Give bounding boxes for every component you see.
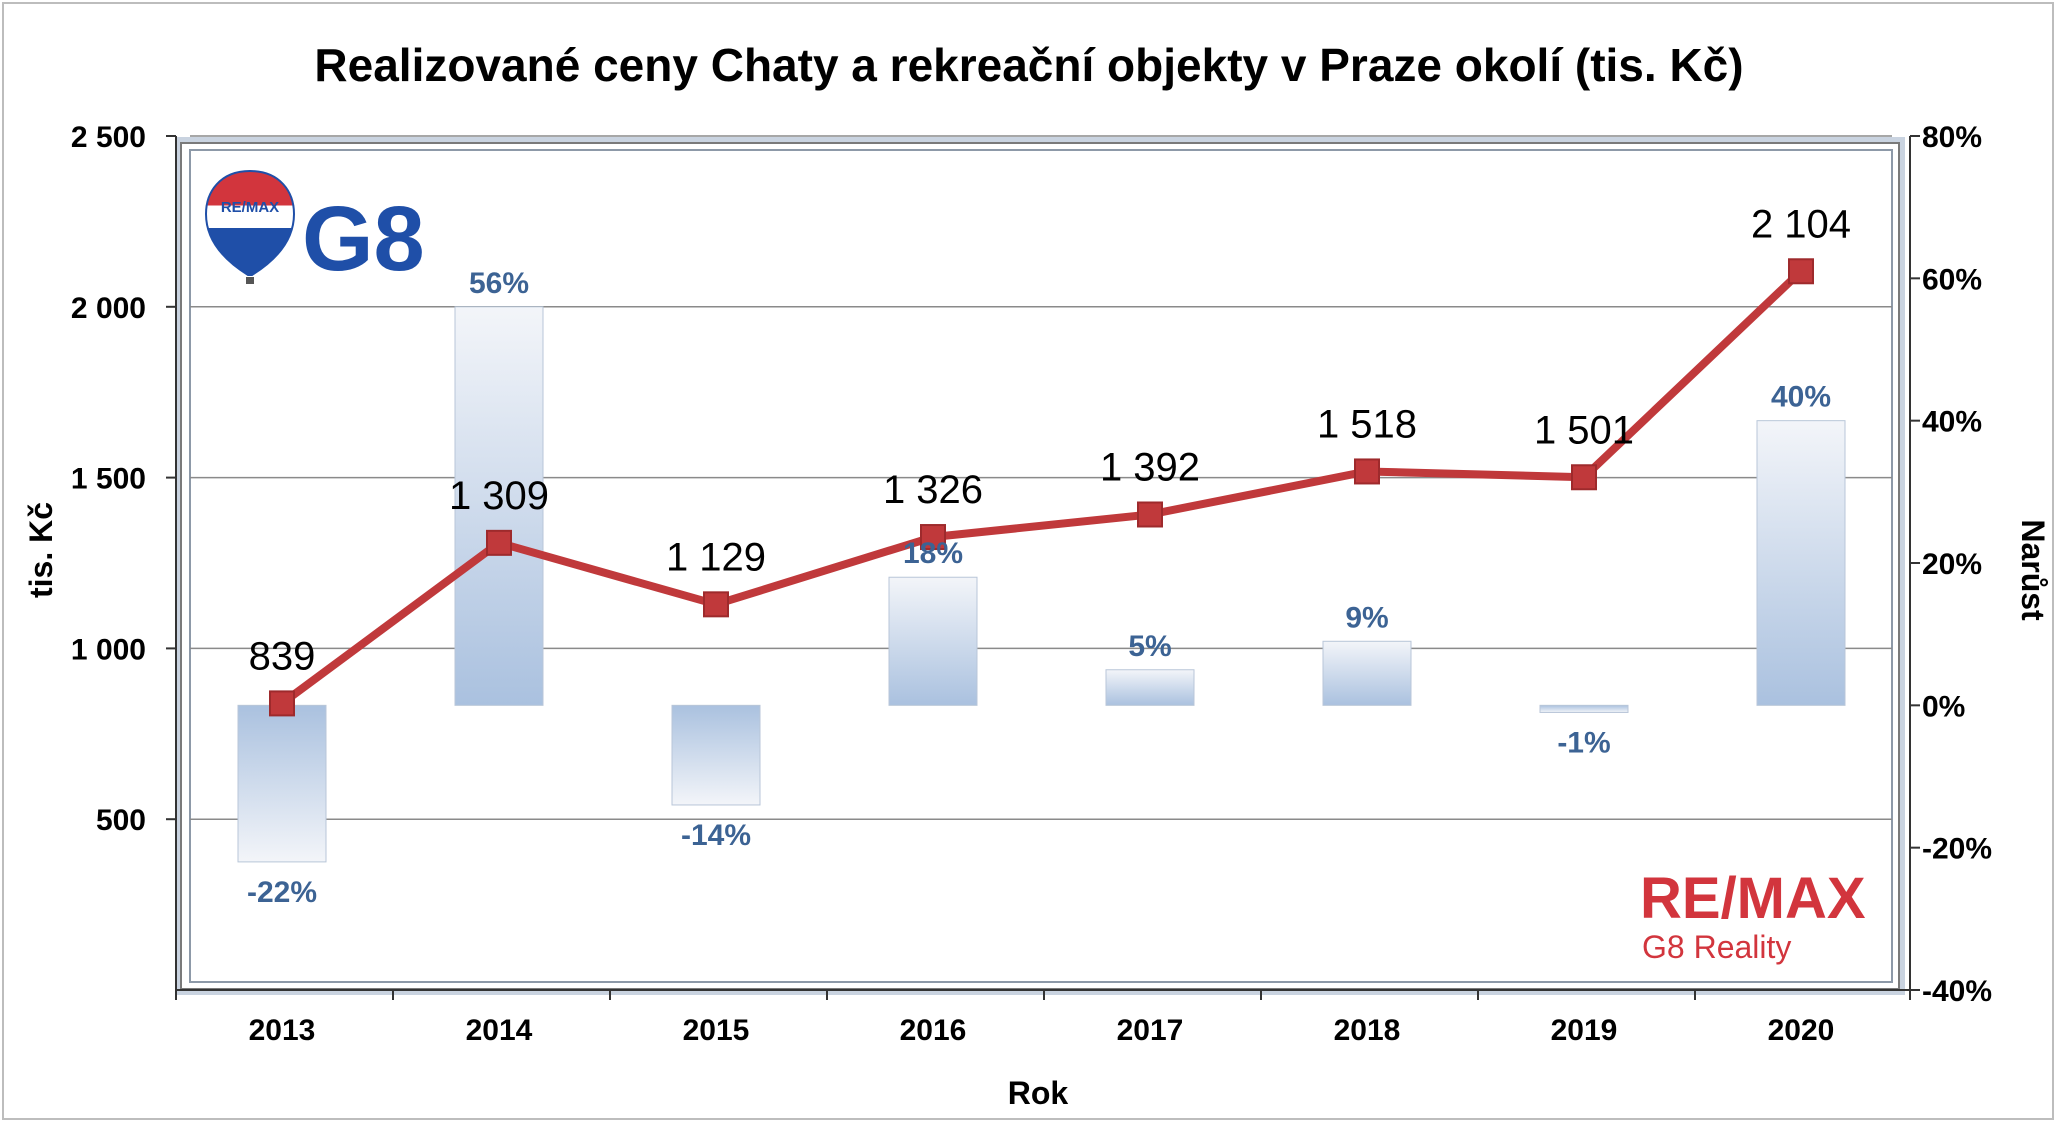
remax-g8-reality-brand: RE/MAX G8 Reality <box>1640 866 1866 965</box>
price-marker <box>1137 501 1163 528</box>
balloon-brand-mark: RE/MAX <box>221 199 279 216</box>
price-label: 1 326 <box>883 468 983 512</box>
price-marker <box>1571 464 1597 491</box>
right-tick-label: 0% <box>1922 690 1965 723</box>
y-axis-right-title: Narůst <box>2015 519 2051 621</box>
growth-bar <box>1105 669 1195 706</box>
x-tick-label: 2013 <box>249 1014 316 1047</box>
chart-title: Realizované ceny Chaty a rekreační objek… <box>314 39 1744 91</box>
growth-label: -22% <box>247 876 317 909</box>
growth-label: 40% <box>1771 381 1831 414</box>
price-label: 839 <box>249 634 316 678</box>
x-tick-label: 2014 <box>466 1014 533 1047</box>
plot-area-inner <box>189 149 1893 983</box>
price-label: 1 518 <box>1317 402 1417 446</box>
x-tick-label: 2020 <box>1768 1014 1835 1047</box>
price-marker <box>486 529 512 556</box>
price-label: 2 104 <box>1751 202 1851 246</box>
price-marker <box>703 591 729 618</box>
price-label: 1 392 <box>1100 445 1200 489</box>
growth-label: 5% <box>1128 630 1171 663</box>
right-tick-label: 80% <box>1922 121 1982 154</box>
plot-area-shadow <box>175 137 1905 995</box>
g8-logo-text: G8 <box>302 188 425 290</box>
left-tick-label: 1 500 <box>71 463 146 496</box>
price-label: 1 129 <box>666 535 766 579</box>
growth-bar <box>888 576 978 706</box>
growth-bar <box>1322 640 1412 706</box>
growth-label: -14% <box>681 819 751 852</box>
growth-label: 18% <box>903 537 963 570</box>
right-tick-label: -20% <box>1922 833 1992 866</box>
x-tick-label: 2018 <box>1334 1014 1401 1047</box>
remax-g8-logo: RE/MAX G8 <box>204 169 425 290</box>
left-tick-label: 2 500 <box>71 121 146 154</box>
y-axis-left-title: tis. Kč <box>23 502 59 598</box>
right-tick-label: 60% <box>1922 263 1982 296</box>
left-tick-label: 500 <box>96 804 146 837</box>
growth-bar <box>1539 704 1629 713</box>
price-label: 1 309 <box>449 474 549 518</box>
plot-area <box>180 142 1900 990</box>
x-tick-label: 2017 <box>1117 1014 1184 1047</box>
price-marker <box>1354 458 1380 485</box>
left-tick-label: 1 000 <box>71 633 146 666</box>
growth-bar <box>237 704 327 863</box>
price-line <box>279 268 1804 707</box>
price-label: 1 501 <box>1534 408 1634 452</box>
balloon-icon <box>204 169 296 276</box>
growth-label: -1% <box>1557 726 1610 759</box>
growth-bar <box>454 306 544 706</box>
growth-bar <box>671 704 761 806</box>
growth-label: 9% <box>1345 601 1388 634</box>
x-tick-label: 2015 <box>683 1014 750 1047</box>
price-marker <box>1788 258 1814 285</box>
x-tick-label: 2019 <box>1551 1014 1618 1047</box>
growth-label: 56% <box>469 267 529 300</box>
right-tick-label: -40% <box>1922 975 1992 1008</box>
brand-g8-reality: G8 Reality <box>1642 929 1791 965</box>
balloon-basket-icon <box>246 277 254 284</box>
left-tick-label: 2 000 <box>71 292 146 325</box>
price-marker <box>920 524 946 551</box>
x-tick-label: 2016 <box>900 1014 967 1047</box>
x-axis-title: Rok <box>1008 1075 1069 1111</box>
growth-bar <box>1756 420 1846 706</box>
right-tick-label: 40% <box>1922 406 1982 439</box>
price-marker <box>269 690 295 717</box>
right-tick-label: 20% <box>1922 548 1982 581</box>
brand-remax: RE/MAX <box>1640 866 1866 931</box>
